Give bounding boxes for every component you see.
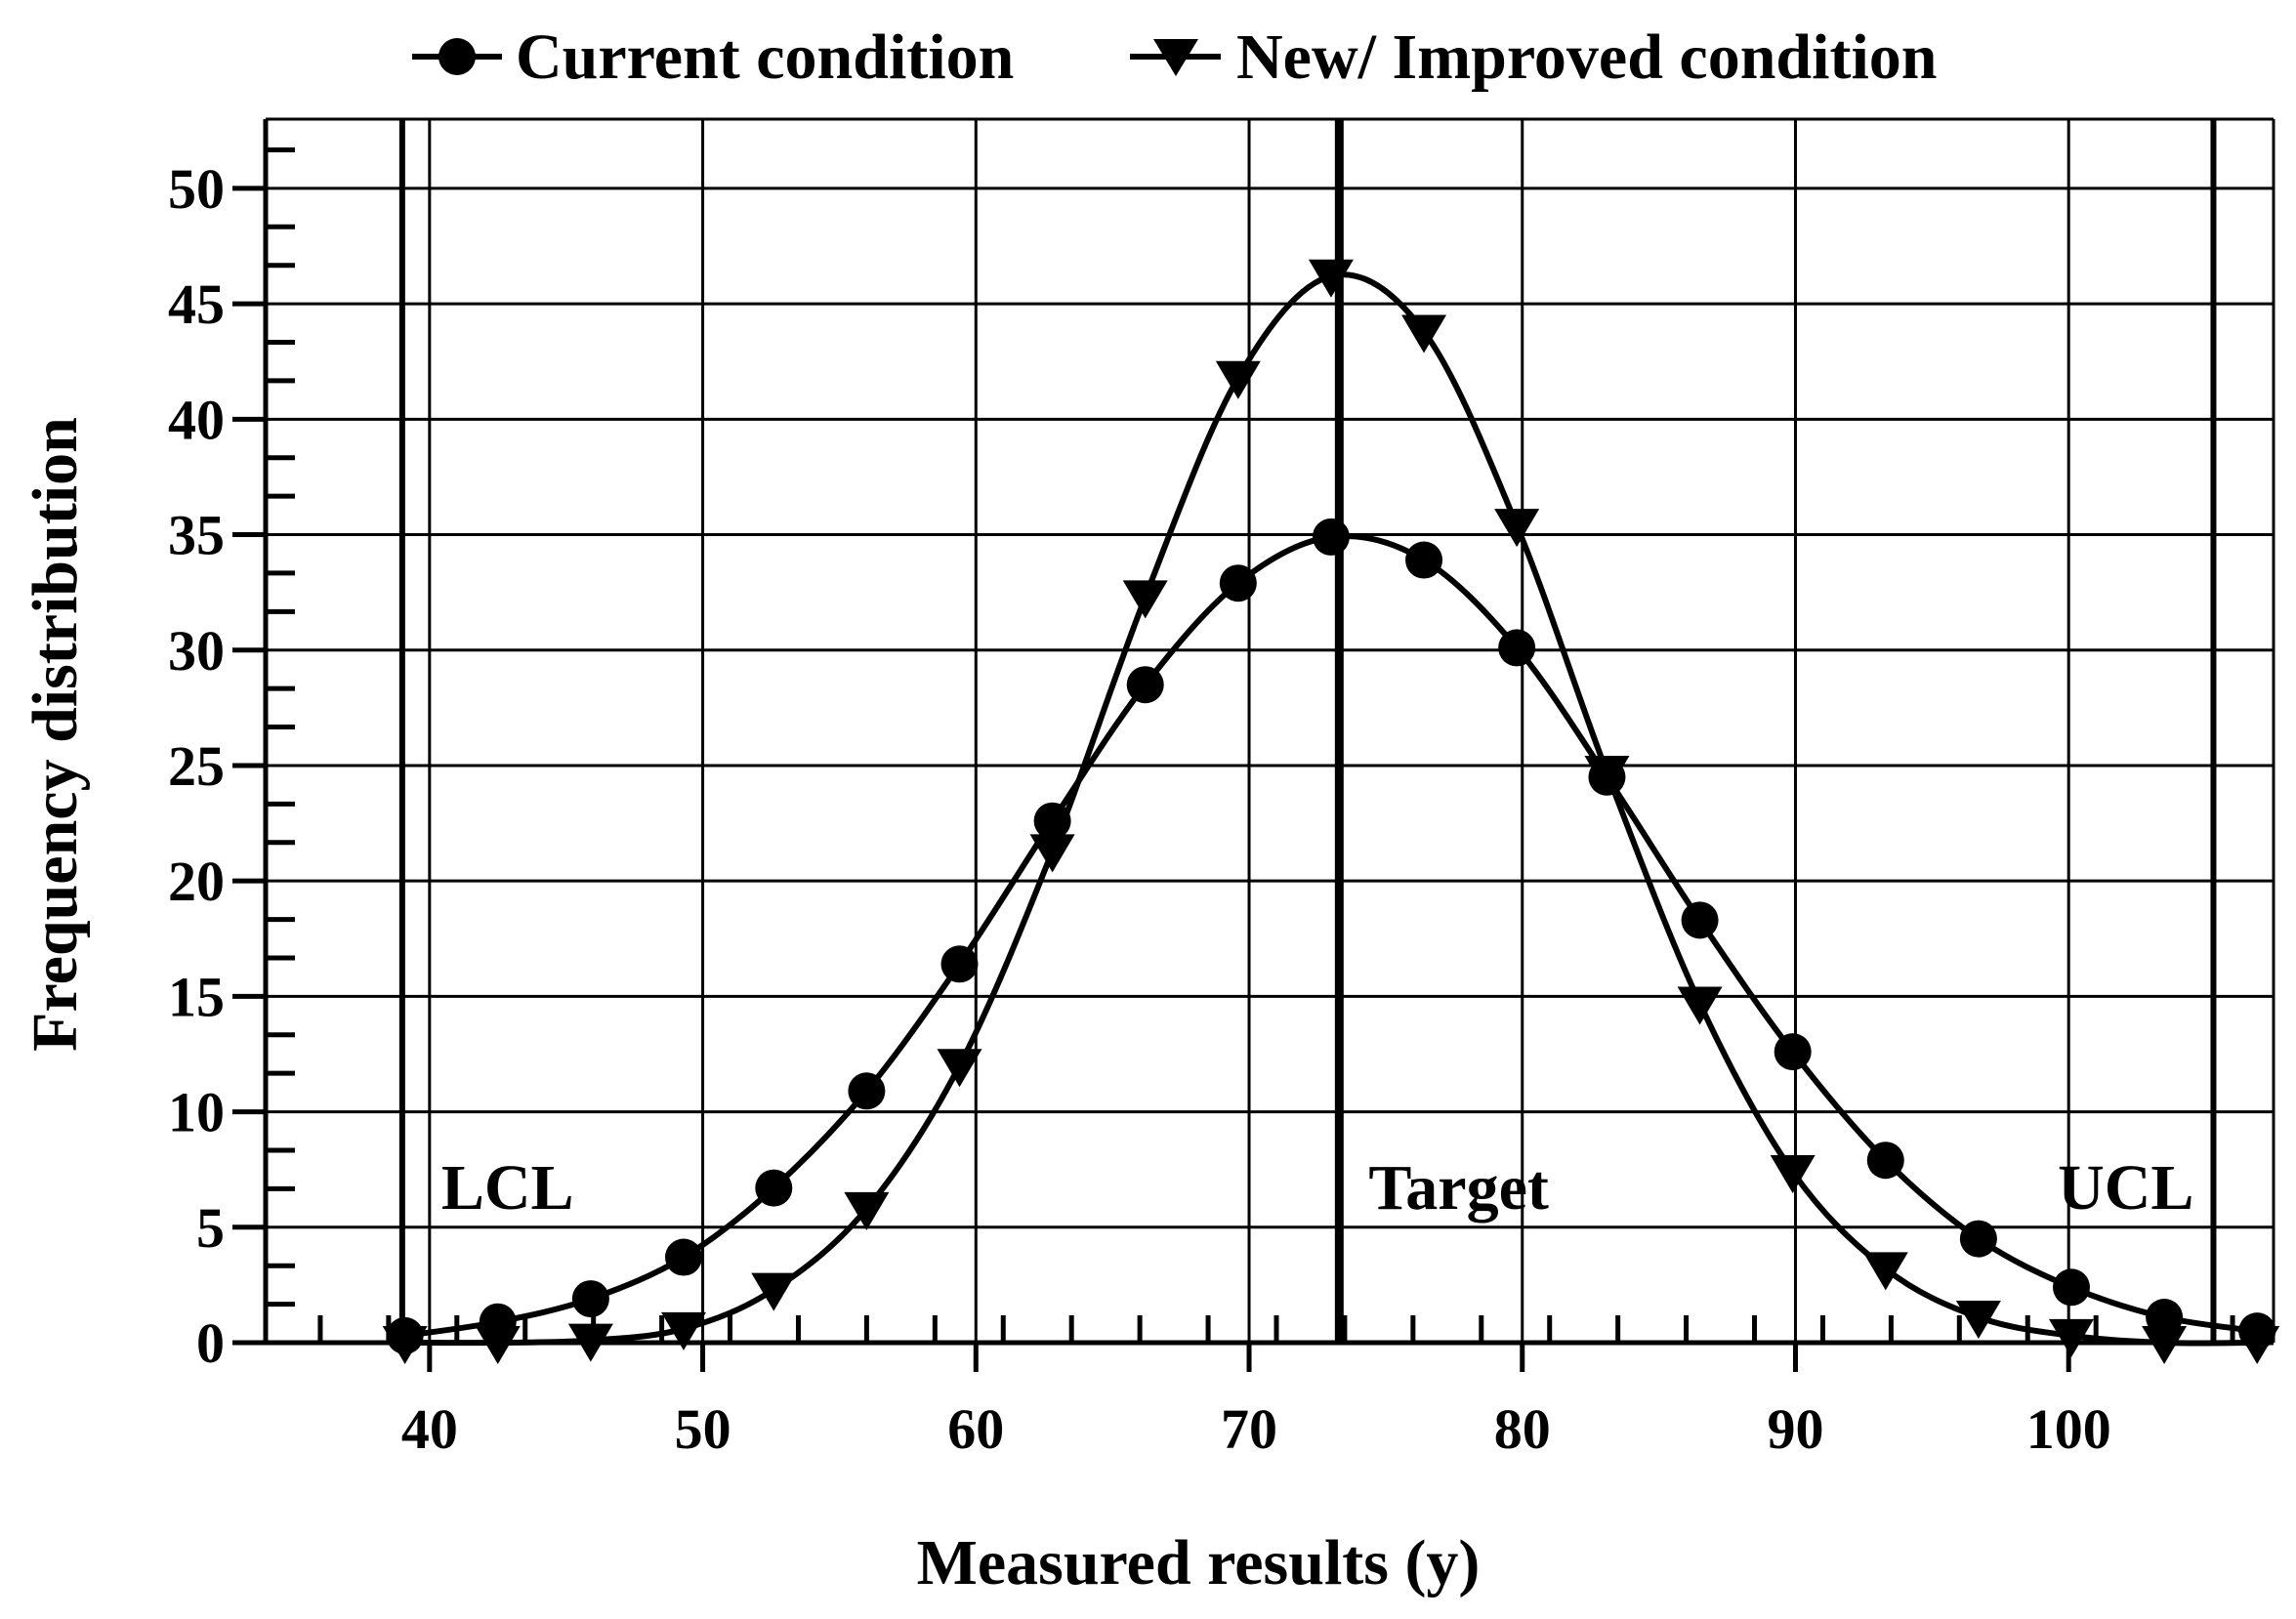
series-1-point-17 [1955,1300,2001,1339]
ref-label-lcl: LCL [441,1152,574,1224]
series-1 [382,259,2280,1364]
ref-label-target: Target [1368,1152,1549,1224]
series-0-point-14 [1681,901,1719,939]
series-0-point-2 [571,1280,609,1318]
series-0-point-16 [1866,1142,1904,1180]
ref-label-ucl: UCL [2058,1152,2193,1224]
y-axis-title: Frequency distribution [20,417,91,1052]
series-1-point-10 [1308,259,1354,298]
x-tick-label-70: 70 [1221,1397,1277,1461]
x-tick-label-90: 90 [1767,1397,1823,1461]
series-1-point-5 [844,1191,890,1230]
legend: Current condition New/ Improved conditio… [412,21,1938,93]
x-tick-label-40: 40 [401,1397,458,1461]
series-1-point-16 [1862,1252,1908,1291]
series-1-point-7 [1029,834,1075,873]
y-tick-label-35: 35 [168,504,225,567]
series-0-point-18 [2053,1268,2091,1307]
legend-improved-label: New/ Improved condition [1236,21,1938,93]
x-tick-label-100: 100 [2026,1397,2111,1461]
legend-improved-marker [1153,39,1198,76]
y-tick-label-45: 45 [168,272,225,336]
series-line-0 [404,532,2258,1339]
reference-lines: LCL Target UCL [398,119,2217,1343]
series-0-point-3 [664,1238,702,1276]
series-0-point-12 [1498,629,1536,667]
series-1-point-11 [1401,314,1447,353]
series-1-point-14 [1677,986,1723,1025]
series-1-point-8 [1122,580,1168,619]
y-tick-label-25: 25 [168,734,225,798]
series-0-point-6 [940,945,979,983]
series-1-point-18 [2049,1318,2095,1357]
series-0 [386,518,2276,1354]
y-tick-label-30: 30 [168,619,225,683]
y-tick-label-0: 0 [196,1311,225,1375]
x-tick-label-50: 50 [675,1397,731,1461]
series-0-point-5 [848,1072,886,1110]
grid [266,119,2274,1343]
x-tick-label-80: 80 [1494,1397,1551,1461]
y-tick-label-5: 5 [196,1196,225,1260]
series-0-point-8 [1126,666,1164,704]
series-1-point-6 [937,1049,982,1088]
series-1-point-4 [751,1272,797,1311]
x-axis-title: Measured results (y) [917,1527,1481,1598]
series-1-point-15 [1770,1155,1816,1194]
legend-current-label: Current condition [516,21,1014,93]
series-1-point-9 [1215,360,1261,399]
y-tick-label-10: 10 [168,1081,225,1144]
series-0-point-15 [1774,1033,1812,1071]
series-0-point-10 [1312,518,1350,556]
series-0-point-9 [1219,564,1257,602]
series-0-point-17 [1959,1220,1997,1258]
series-1-point-13 [1584,756,1630,795]
series-0-point-11 [1405,541,1443,579]
x-tick-label-60: 60 [947,1397,1004,1461]
legend-current-marker [438,38,476,75]
axes: 0 5 10 15 20 25 30 35 40 45 50 40 50 60 70 80 90 100 [168,117,2275,1461]
series-1-point-12 [1494,509,1540,548]
series-0-point-4 [755,1169,793,1207]
y-tick-label-40: 40 [168,388,225,451]
series-1-point-3 [660,1311,706,1350]
y-tick-label-15: 15 [168,965,225,1028]
y-tick-label-50: 50 [168,157,225,221]
series [382,259,2280,1364]
series-line-1 [404,271,2258,1347]
y-tick-label-20: 20 [168,850,225,913]
